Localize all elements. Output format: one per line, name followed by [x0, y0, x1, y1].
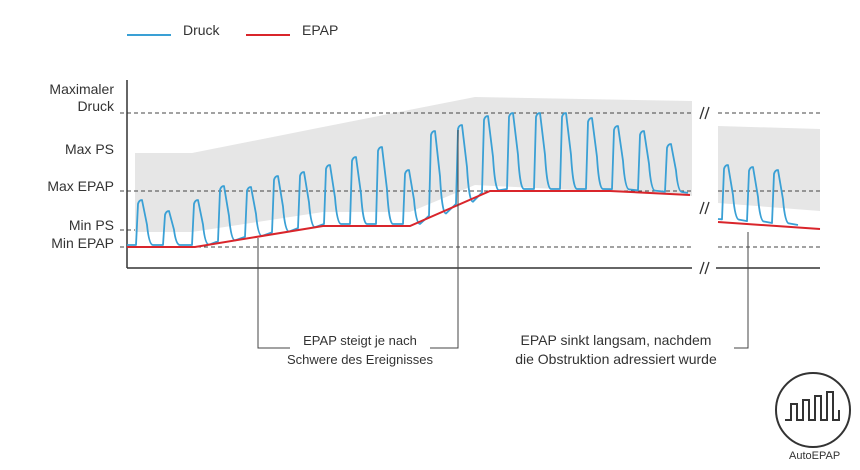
legend-epap-label: EPAP — [302, 22, 339, 38]
epap-line — [127, 190, 691, 248]
ps-band-right — [718, 126, 820, 211]
pressure-waveform-right — [717, 164, 799, 226]
annotation-leaders — [257, 130, 749, 349]
legend-pressure-swatch — [127, 34, 171, 36]
epap-line-right — [717, 221, 821, 230]
pressure-waveform — [127, 112, 689, 246]
label-max-ps: Max PS — [64, 141, 114, 157]
label-min-ps: Min PS — [68, 217, 114, 233]
annotation-fall: EPAP sinkt langsam, nachdem die Obstrukt… — [496, 331, 736, 369]
rise-leader-right — [430, 130, 459, 349]
annotation-rise-line2: Schwere des Ereignisses — [287, 352, 433, 367]
legend-epap-swatch — [246, 34, 290, 36]
label-max-epap: Max EPAP — [47, 178, 114, 194]
label-max-pressure: Maximaler Druck — [49, 81, 114, 115]
square-wave-icon — [785, 391, 840, 421]
ps-band-left — [135, 97, 692, 232]
annotation-fall-line2: die Obstruktion adressiert wurde — [515, 351, 717, 367]
annotation-fall-line1: EPAP sinkt langsam, nachdem — [520, 332, 712, 348]
annotation-rise-line1: EPAP steigt je nach — [303, 333, 417, 348]
fall-leader — [734, 232, 749, 349]
autoepap-badge-label: AutoEPAP — [789, 450, 841, 462]
label-max-pressure-line2: Druck — [77, 98, 114, 114]
legend-pressure-label: Druck — [183, 22, 220, 38]
label-max-pressure-line1: Maximaler — [49, 81, 114, 97]
rise-leader — [257, 238, 290, 349]
axis-break-marks — [699, 106, 710, 275]
annotation-rise: EPAP steigt je nach Schwere des Ereignis… — [286, 331, 434, 369]
label-min-epap: Min EPAP — [51, 235, 114, 251]
